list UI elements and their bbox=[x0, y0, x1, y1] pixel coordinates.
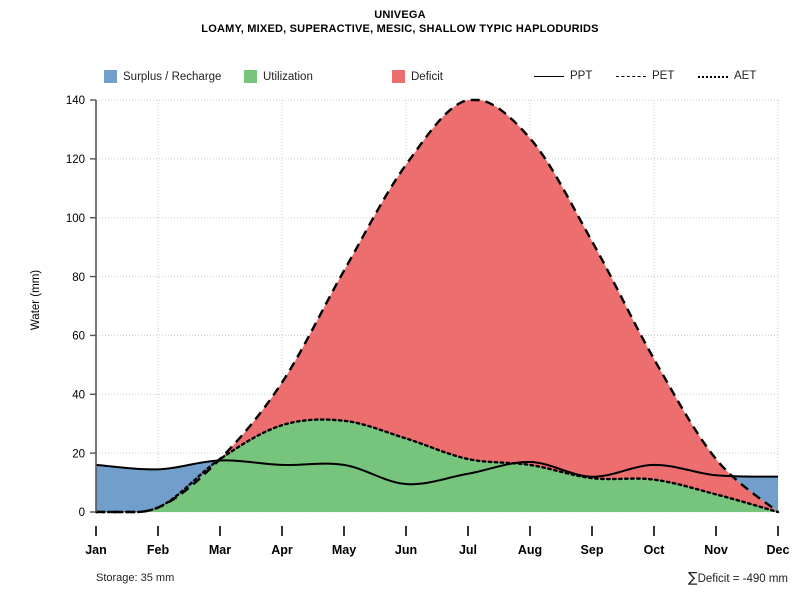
legend-item-aet: AET bbox=[698, 70, 756, 82]
x-tick-label-apr: Apr bbox=[271, 543, 293, 557]
legend-label-pet: PET bbox=[652, 70, 675, 82]
y-tick-label: 60 bbox=[72, 331, 85, 343]
y-tick-label: 80 bbox=[72, 272, 85, 284]
y-tick-label: 120 bbox=[66, 154, 85, 166]
x-tick-label-nov: Nov bbox=[704, 543, 728, 557]
sigma-icon: ∑ bbox=[688, 570, 698, 586]
x-tick-label-may: May bbox=[332, 543, 356, 557]
series-line-pet bbox=[95, 98, 779, 514]
deficit-annotation: ∑Deficit = -490 mm bbox=[688, 570, 788, 586]
x-tick-label-aug: Aug bbox=[518, 543, 542, 557]
title-block: UNIVEGA LOAMY, MIXED, SUPERACTIVE, MESIC… bbox=[0, 8, 800, 36]
legend-swatch-utilization bbox=[244, 70, 257, 83]
chart-legend: Surplus / Recharge Utilization Deficit P… bbox=[0, 68, 800, 88]
legend-label-aet: AET bbox=[734, 70, 757, 82]
legend-line-ppt-icon bbox=[534, 71, 564, 82]
page-subtitle: LOAMY, MIXED, SUPERACTIVE, MESIC, SHALLO… bbox=[201, 23, 599, 35]
x-tick-label-oct: Oct bbox=[644, 543, 666, 557]
legend-item-surplus: Surplus / Recharge bbox=[104, 70, 221, 83]
legend-label-ppt: PPT bbox=[570, 70, 593, 82]
legend-item-deficit: Deficit bbox=[392, 70, 443, 83]
legend-swatch-surplus bbox=[104, 70, 117, 83]
page-title: UNIVEGA bbox=[374, 9, 426, 21]
x-tick-label-mar: Mar bbox=[209, 543, 231, 557]
legend-line-pet-icon bbox=[616, 71, 646, 82]
y-tick-label: 140 bbox=[66, 95, 85, 107]
axes bbox=[90, 99, 779, 536]
legend-label-surplus: Surplus / Recharge bbox=[123, 70, 222, 83]
series-line-aet bbox=[94, 418, 780, 514]
x-tick-labels: Jan Feb Mar Apr May Jun Jul Aug Sep Oct Nov Dec bbox=[85, 543, 789, 557]
series-lines bbox=[94, 98, 780, 514]
y-tick-labels: 0 20 40 60 80 100 120 140 bbox=[66, 95, 85, 519]
x-tick-label-feb: Feb bbox=[147, 543, 170, 557]
deficit-annotation-text: Deficit = -490 mm bbox=[697, 573, 788, 585]
legend-swatch-deficit bbox=[392, 70, 405, 83]
legend-item-pet: PET bbox=[616, 70, 674, 82]
series-line-ppt bbox=[95, 459, 779, 486]
x-tick-label-sep: Sep bbox=[581, 543, 604, 557]
x-tick-label-jun: Jun bbox=[395, 543, 417, 557]
storage-annotation: Storage: 35 mm bbox=[96, 572, 175, 584]
legend-line-aet-icon bbox=[698, 71, 728, 82]
legend-label-utilization: Utilization bbox=[263, 70, 313, 83]
legend-label-deficit: Deficit bbox=[411, 70, 443, 83]
y-tick-label: 100 bbox=[66, 213, 85, 225]
y-tick-label: 20 bbox=[72, 448, 85, 460]
area-fills bbox=[96, 100, 778, 512]
legend-item-utilization: Utilization bbox=[244, 70, 313, 83]
y-tick-label: 40 bbox=[72, 389, 85, 401]
legend-item-ppt: PPT bbox=[534, 70, 592, 82]
x-tick-label-jul: Jul bbox=[459, 543, 477, 557]
y-tick-label: 0 bbox=[79, 507, 85, 519]
x-tick-label-dec: Dec bbox=[767, 543, 790, 557]
x-tick-label-jan: Jan bbox=[85, 543, 107, 557]
